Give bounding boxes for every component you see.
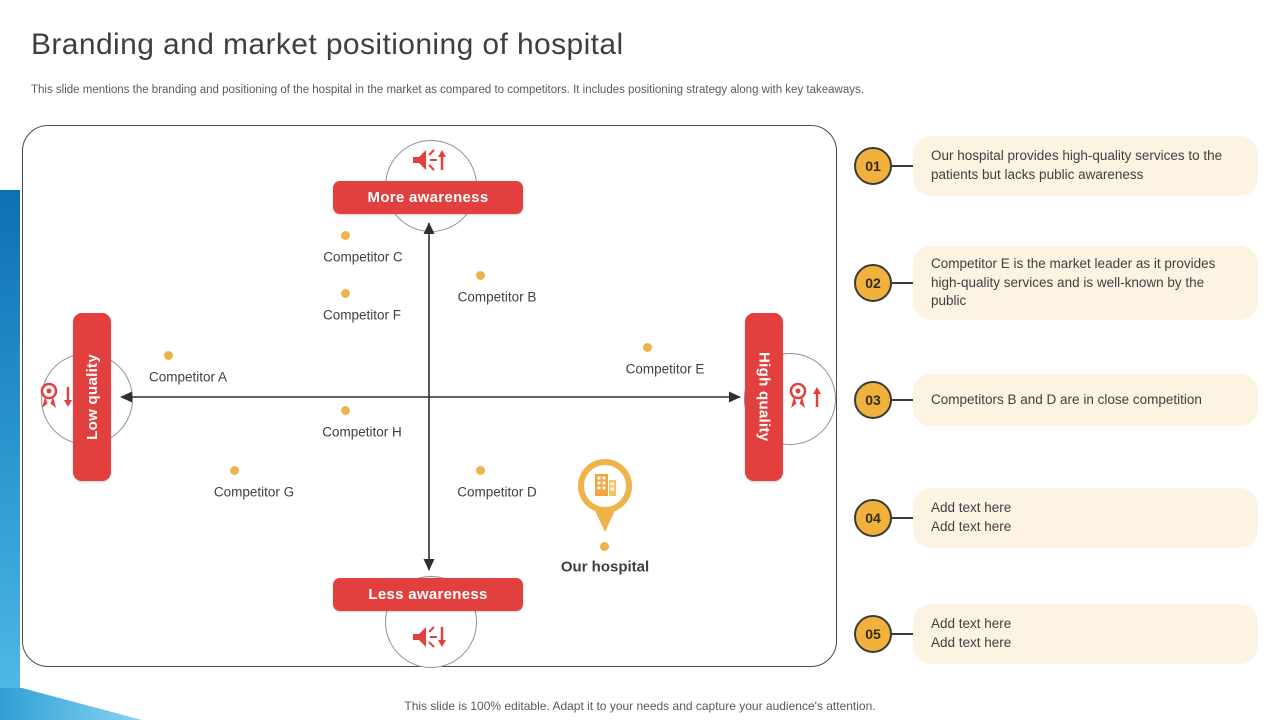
takeaway-text-box: Add text here Add text here: [913, 488, 1258, 548]
takeaway-text-box: Our hospital provides high-quality servi…: [913, 136, 1258, 196]
megaphone-up-icon: [413, 149, 446, 171]
megaphone-down-icon: [413, 626, 446, 648]
takeaway-number: 03: [865, 392, 881, 408]
takeaway-connector: [889, 633, 914, 635]
takeaway-connector: [889, 399, 914, 401]
takeaway-text-box: Competitor E is the market leader as it …: [913, 246, 1258, 320]
medal-down-icon: [40, 382, 72, 408]
takeaway-connector: [889, 165, 914, 167]
takeaway-number-badge: 03: [854, 381, 892, 419]
axis-label-text: Less awareness: [368, 586, 488, 603]
takeaway-number: 02: [865, 275, 881, 291]
takeaway-number-badge: 05: [854, 615, 892, 653]
takeaway-number: 01: [865, 158, 881, 174]
left-accent-bar: [0, 190, 20, 720]
takeaway-number: 05: [865, 626, 881, 642]
takeaway-connector: [889, 282, 914, 284]
slide-footer: This slide is 100% editable. Adapt it to…: [404, 699, 876, 713]
our-hospital-dot: [600, 542, 609, 551]
axis-label-high-quality: High quality: [745, 313, 783, 481]
axis-label-more-awareness: More awareness: [333, 181, 523, 214]
takeaway-number-badge: 01: [854, 147, 892, 185]
slide-subtitle: This slide mentions the branding and pos…: [31, 84, 864, 96]
our-hospital-pin-icon: [578, 459, 632, 532]
takeaway-connector: [889, 517, 914, 519]
takeaway-number: 04: [865, 510, 881, 526]
axis-label-text: More awareness: [367, 189, 489, 206]
axis-label-low-quality: Low quality: [73, 313, 111, 481]
medal-up-icon: [789, 382, 821, 408]
takeaway-text-box: Add text here Add text here: [913, 604, 1258, 664]
page-title: Branding and market positioning of hospi…: [31, 28, 624, 61]
takeaway-number-badge: 02: [854, 264, 892, 302]
our-hospital-label: Our hospital: [560, 558, 650, 576]
axis-label-text: High quality: [755, 352, 773, 442]
axis-label-less-awareness: Less awareness: [333, 578, 523, 611]
takeaway-text-box: Competitors B and D are in close competi…: [913, 374, 1258, 426]
axis-label-text: Low quality: [83, 354, 101, 440]
takeaway-number-badge: 04: [854, 499, 892, 537]
